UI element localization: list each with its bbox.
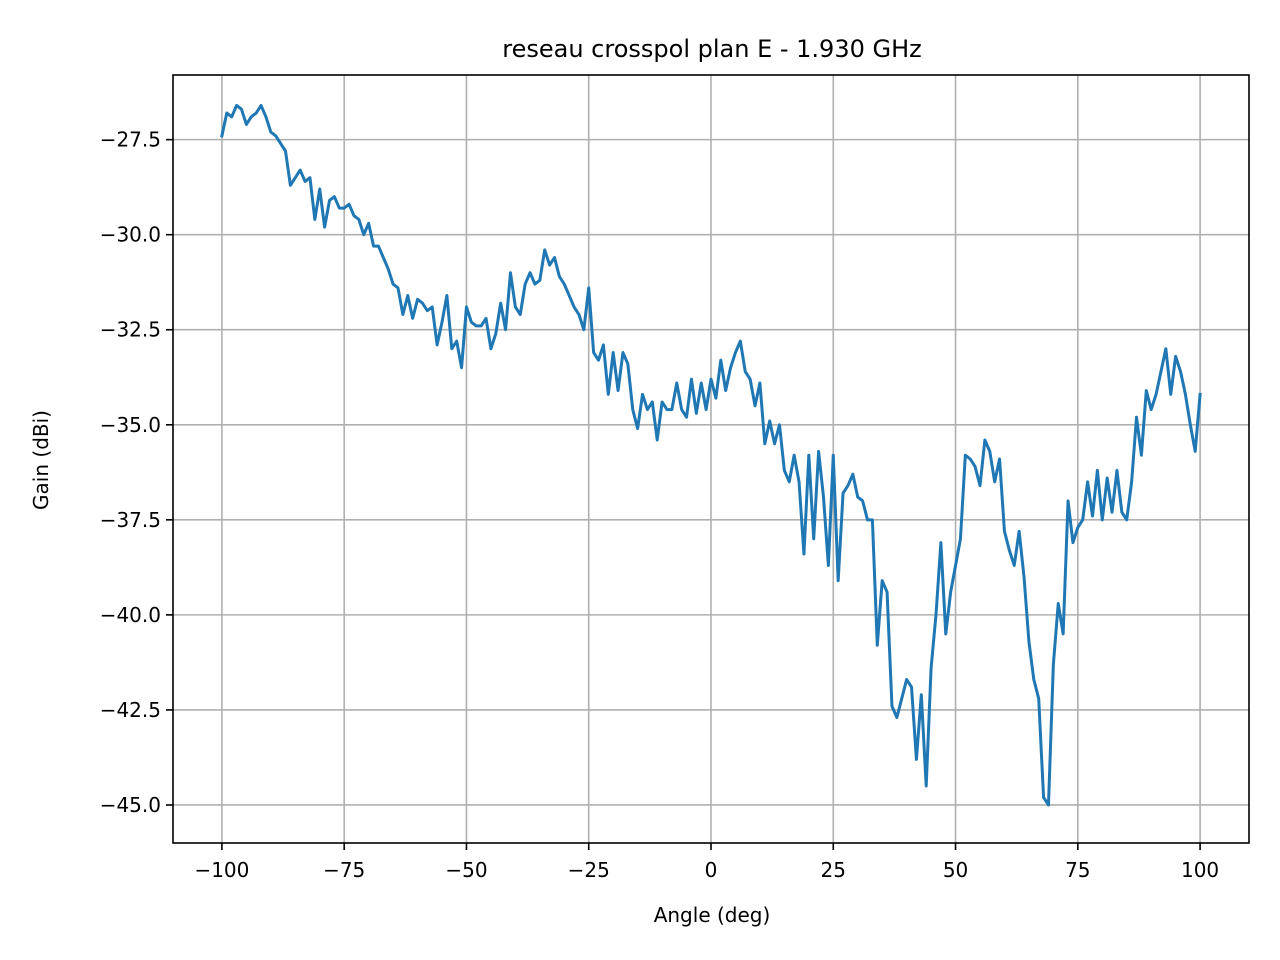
y-axis-label: Gain (dBi)	[29, 410, 53, 510]
x-tick-label: 25	[821, 858, 846, 882]
x-axis: −100 −75 −50 −25 0 25 50 75 100	[194, 843, 1219, 882]
x-tick-label: −25	[568, 858, 610, 882]
x-tick-label: −75	[323, 858, 365, 882]
x-tick-label: 50	[943, 858, 968, 882]
chart-title: reseau crosspol plan E - 1.930 GHz	[502, 35, 921, 63]
x-tick-label: −50	[445, 858, 487, 882]
x-axis-label: Angle (deg)	[654, 903, 771, 927]
x-tick-label: 75	[1065, 858, 1090, 882]
y-tick-label: −37.5	[100, 508, 161, 532]
y-tick-label: −45.0	[100, 793, 161, 817]
series-layer	[220, 103, 1202, 807]
y-tick-label: −42.5	[100, 698, 161, 722]
series-line	[220, 103, 1202, 807]
y-tick-label: −40.0	[100, 603, 161, 627]
x-tick-label: 0	[705, 858, 718, 882]
x-tick-label: 100	[1181, 858, 1219, 882]
y-axis: −27.5 −30.0 −32.5 −35.0 −37.5 −40.0 −42.5 −45.0	[100, 128, 173, 817]
y-tick-label: −27.5	[100, 128, 161, 152]
y-tick-label: −30.0	[100, 223, 161, 247]
y-tick-label: −35.0	[100, 413, 161, 437]
x-tick-label: −100	[194, 858, 249, 882]
y-tick-label: −32.5	[100, 318, 161, 342]
